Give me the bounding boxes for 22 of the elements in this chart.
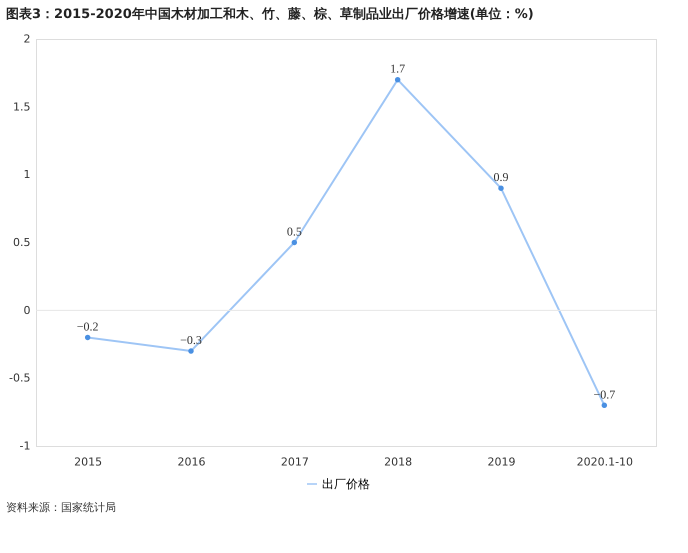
chart-title: 图表3：2015-2020年中国木材加工和木、竹、藤、棕、草制品业出厂价格增速(单位：%): [6, 6, 534, 22]
x-tick-label: 2017: [280, 456, 309, 468]
y-tick-label: 2: [24, 32, 30, 46]
legend-label: 出厂价格: [322, 477, 370, 491]
data-label: −0.3: [180, 333, 202, 348]
data-label: −0.7: [593, 387, 616, 402]
y-tick-label: 1: [24, 168, 30, 182]
x-tick-label: 2018: [384, 456, 412, 468]
x-tick-label: 2016: [178, 456, 206, 468]
y-tick-label: 0: [24, 304, 30, 317]
x-tick-label: 2020.1-10: [576, 456, 634, 468]
data-label: 0.9: [494, 170, 508, 184]
data-label: 0.5: [286, 224, 302, 238]
x-tick-label: 2015: [74, 456, 102, 468]
text: 资料来源：国家统计局: [6, 501, 116, 514]
y-tick-label: -0.5: [9, 372, 30, 385]
data-label: −0.2: [76, 319, 99, 334]
y-tick-label: 0.5: [13, 236, 30, 249]
data-label: 1.7: [390, 62, 406, 76]
y-tick-label: 1.5: [13, 100, 30, 114]
x-tick-label: 2019: [488, 456, 516, 468]
y-tick-label: -1: [20, 440, 30, 452]
